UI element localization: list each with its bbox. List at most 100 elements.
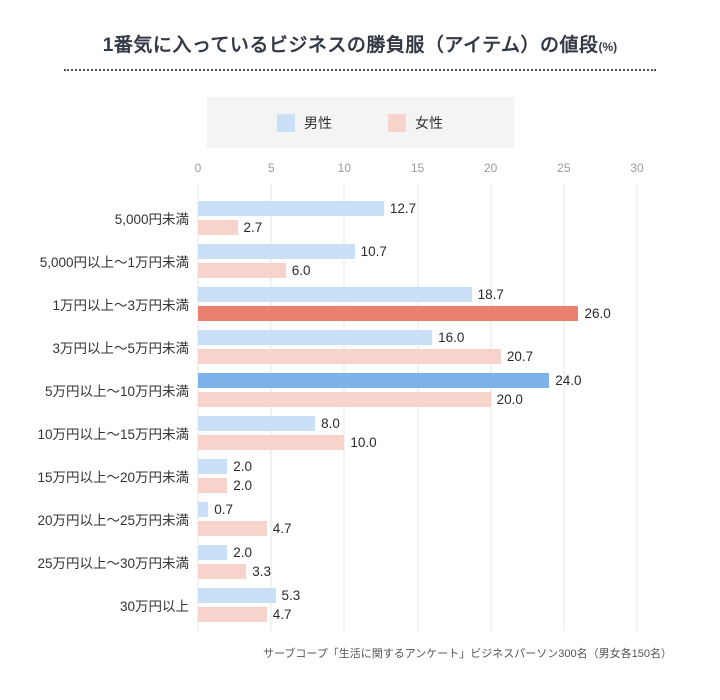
data-bar (198, 219, 238, 235)
data-bar (198, 501, 209, 517)
x-axis-tick-label: 10 (337, 161, 352, 175)
bar-line: 16.0 (198, 329, 637, 345)
bar-group: 18.7 26.0 (198, 286, 637, 321)
data-value-label: 2.0 (233, 458, 253, 474)
bar-chart: 0 5 10 15 20 25 30 5,000円未満 12.7 2.7 5,000円以上～1万円… (0, 161, 720, 631)
male-color-swatch (277, 113, 295, 132)
data-value-label: 12.7 (389, 200, 417, 216)
data-bar (198, 262, 286, 278)
chart-row: 20万円以上～25万円未満 0.7 4.7 (0, 497, 720, 540)
data-value-label: 4.7 (272, 520, 292, 536)
legend-label-male: 男性 (304, 114, 332, 131)
bar-line: 10.0 (198, 434, 637, 450)
data-bar (198, 329, 433, 345)
data-value-label: 20.7 (506, 348, 534, 364)
category-label: 30万円以上 (119, 598, 189, 614)
bar-line: 8.0 (198, 415, 637, 431)
data-bar (198, 286, 472, 302)
data-bar (198, 544, 228, 560)
category-label: 15万円以上～20万円未満 (37, 469, 189, 485)
x-axis-tick-label: 30 (630, 161, 644, 175)
grid-line (270, 184, 272, 631)
data-bar (198, 372, 550, 388)
data-bar (198, 458, 228, 474)
x-axis-tick-label: 5 (267, 161, 275, 175)
chart-row: 30万円以上 5.3 4.7 (0, 583, 720, 626)
grid-line (417, 184, 418, 631)
bar-line: 4.7 (198, 520, 637, 536)
grid-line (197, 184, 199, 631)
source-note: サーブコープ「生活に関するアンケート」ビジネスパーソン300名（男女各150名） (263, 648, 672, 660)
bar-line: 3.3 (198, 563, 637, 579)
data-bar (198, 520, 267, 536)
bar-line: 20.7 (198, 348, 637, 364)
legend-item-male: 男性 (277, 113, 332, 133)
bar-group: 2.0 3.3 (198, 544, 637, 579)
bar-line: 2.0 (198, 458, 637, 474)
data-value-label: 3.3 (252, 563, 272, 579)
data-bar (198, 391, 491, 407)
data-value-label: 6.0 (291, 262, 311, 278)
category-label: 25万円以上～30万円未満 (37, 555, 189, 571)
bar-line: 0.7 (198, 501, 637, 517)
grid-line (343, 184, 345, 631)
bar-group: 5.3 4.7 (198, 587, 637, 622)
grid-line (636, 184, 638, 631)
data-value-label: 10.0 (350, 434, 377, 450)
chart-row: 10万円以上～15万円未満 8.0 10.0 (0, 411, 720, 454)
category-label: 5,000円以上～1万円未満 (39, 254, 189, 270)
chart-row: 25万円以上～30万円未満 2.0 3.3 (0, 540, 720, 583)
bar-line: 6.0 (198, 262, 637, 278)
title-divider (64, 69, 656, 71)
bar-group: 16.0 20.7 (198, 329, 637, 364)
gridlines (197, 184, 638, 631)
data-bar (198, 477, 228, 493)
bar-line: 20.0 (198, 391, 637, 407)
x-axis-tick-label: 15 (410, 161, 425, 175)
data-value-label: 18.7 (477, 286, 504, 302)
data-value-label: 5.3 (281, 587, 301, 603)
chart-row: 15万円以上～20万円未満 2.0 2.0 (0, 454, 720, 497)
data-value-label: 26.0 (584, 305, 611, 321)
bar-line: 26.0 (198, 305, 637, 321)
x-axis-tick-label: 0 (194, 161, 202, 175)
category-label: 5万円以上～10万円未満 (44, 383, 189, 399)
data-value-label: 4.7 (272, 606, 292, 622)
data-value-label: 8.0 (321, 415, 340, 431)
bar-group: 8.0 10.0 (198, 415, 637, 450)
female-color-swatch (388, 113, 406, 132)
data-bar (198, 415, 316, 431)
title-block: 1番気に入っているビジネスの勝負服（アイテム）の値段(%) (0, 0, 720, 71)
x-axis: 0 5 10 15 20 25 30 (194, 161, 644, 184)
category-label: 1万円以上～3万円未満 (52, 297, 189, 313)
data-value-label: 24.0 (555, 372, 582, 388)
chart-row: 5,000円未満 12.7 2.7 (0, 196, 720, 239)
grid-line (563, 184, 565, 631)
bar-group: 24.0 20.0 (198, 372, 637, 407)
data-value-label: 0.7 (214, 501, 234, 517)
page-title: 1番気に入っているビジネスの勝負服（アイテム）の値段 (102, 35, 599, 56)
data-value-label: 2.0 (233, 477, 253, 493)
bar-group: 0.7 4.7 (198, 501, 637, 536)
data-bar (198, 305, 579, 321)
data-value-label: 16.0 (438, 329, 465, 345)
chart-legend: 男性 女性 (206, 97, 514, 148)
x-axis-tick-label: 25 (557, 161, 571, 175)
bar-line: 4.7 (198, 606, 637, 622)
data-bar (198, 434, 345, 450)
data-bar (198, 587, 276, 603)
bar-line: 24.0 (198, 372, 637, 388)
data-value-label: 2.0 (233, 544, 253, 560)
bar-line: 5.3 (198, 587, 637, 603)
bar-line: 18.7 (198, 286, 637, 302)
legend-label-female: 女性 (415, 114, 443, 131)
chart-row: 1万円以上～3万円未満 18.7 26.0 (0, 282, 720, 325)
data-value-label: 10.7 (360, 243, 387, 259)
bar-line: 2.7 (198, 219, 637, 235)
category-label: 20万円以上～25万円未満 (37, 512, 189, 528)
bar-rows: 5,000円未満 12.7 2.7 5,000円以上～1万円未満 10.7 6.0 1万円以… (0, 196, 720, 626)
bar-line: 12.7 (198, 200, 637, 216)
bar-group: 2.0 2.0 (198, 458, 637, 493)
x-axis-tick-label: 20 (483, 161, 498, 175)
